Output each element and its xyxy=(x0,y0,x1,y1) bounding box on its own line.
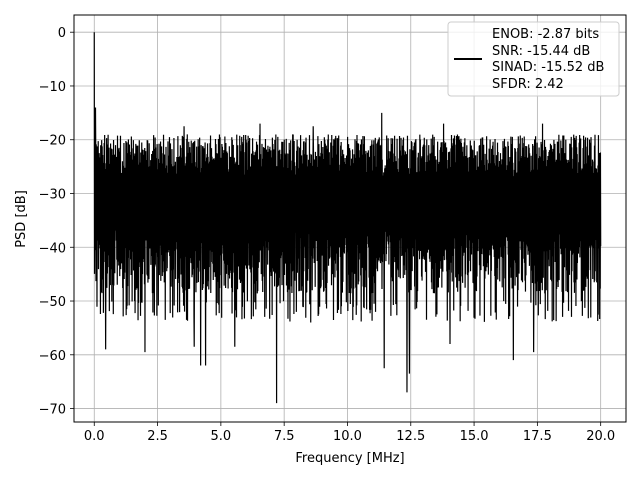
y-axis-label: PSD [dB] xyxy=(14,190,29,248)
x-axis-label: Frequency [MHz] xyxy=(295,451,404,466)
x-tick-label: 5.0 xyxy=(211,429,232,444)
legend-sinad: SINAD: -15.52 dB xyxy=(492,60,604,75)
y-axis-ticks: 0 −10 −20 −30 −40 −50 −60 −70 xyxy=(39,26,74,418)
x-tick-label: 0.0 xyxy=(84,429,105,444)
y-tick-label: −50 xyxy=(39,295,66,310)
y-tick-label: 0 xyxy=(58,26,66,41)
x-tick-label: 10.0 xyxy=(333,429,362,444)
y-tick-label: −40 xyxy=(39,241,66,256)
plot-frame xyxy=(73,14,627,423)
legend-enob: ENOB: -2.87 bits xyxy=(492,27,599,42)
x-tick-label: 12.5 xyxy=(396,429,425,444)
x-tick-label: 20.0 xyxy=(586,429,615,444)
x-tick-label: 17.5 xyxy=(523,429,552,444)
series-group xyxy=(93,32,602,404)
y-tick-label: −60 xyxy=(39,349,66,364)
legend: ENOB: -2.87 bits SNR: -15.44 dB SINAD: -… xyxy=(447,21,620,97)
x-tick-label: 2.5 xyxy=(147,429,168,444)
y-tick-label: −20 xyxy=(39,134,66,149)
legend-snr: SNR: -15.44 dB xyxy=(492,44,590,59)
y-tick-label: −70 xyxy=(39,403,66,418)
legend-sfdr: SFDR: 2.42 xyxy=(492,77,564,92)
psd-series-line xyxy=(93,32,602,404)
x-tick-label: 7.5 xyxy=(274,429,295,444)
x-tick-label: 15.0 xyxy=(460,429,489,444)
y-tick-label: −30 xyxy=(39,187,66,202)
x-axis-ticks: 0.0 2.5 5.0 7.5 10.0 12.5 15.0 17.5 20.0 xyxy=(84,422,615,444)
legend-box xyxy=(447,21,620,97)
y-tick-label: −10 xyxy=(39,80,66,95)
